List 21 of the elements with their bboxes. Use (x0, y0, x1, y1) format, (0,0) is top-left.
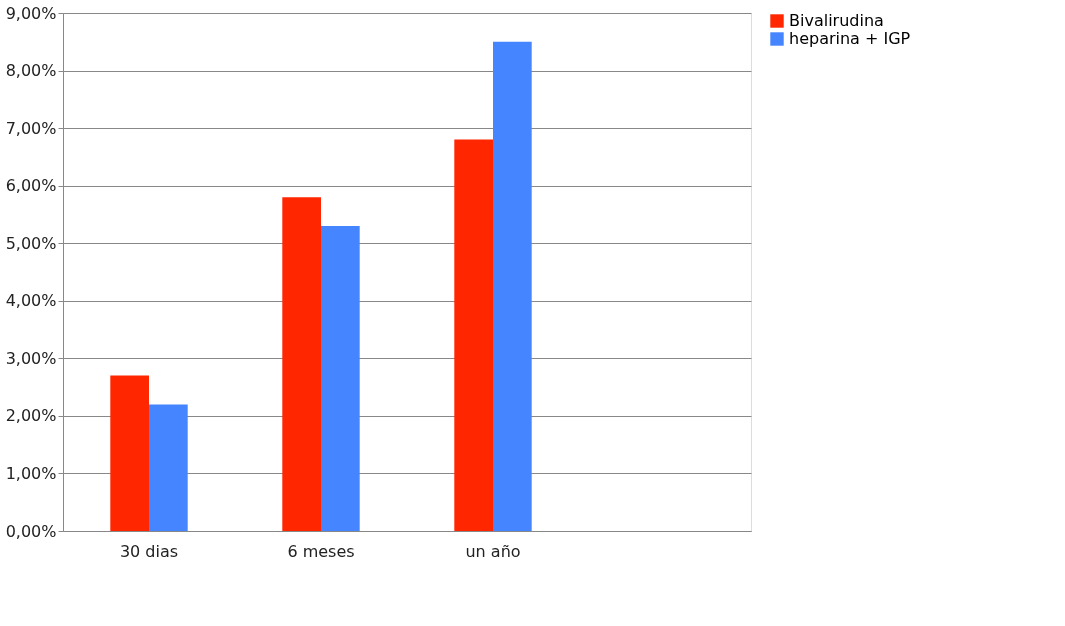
y-tick-label: 2,00% (5, 406, 57, 426)
bar (110, 375, 149, 531)
y-tick-label: 3,00% (5, 348, 57, 368)
bar (493, 41, 532, 531)
y-tick-label: 0,00% (5, 521, 57, 541)
y-tick-label: 5,00% (5, 233, 57, 253)
x-tick-label: un año (465, 541, 521, 561)
y-tick-label: 1,00% (5, 463, 57, 483)
y-tick-label: 9,00% (5, 3, 57, 23)
y-tick-label: 6,00% (5, 176, 57, 196)
legend-label: heparina + IGP (789, 29, 911, 48)
bar (454, 139, 493, 531)
bar (149, 404, 188, 531)
bar (321, 225, 360, 531)
x-tick-label: 30 dias (119, 541, 179, 561)
legend-label: Bivalirudina (789, 11, 884, 30)
x-tick-label: 6 meses (287, 541, 355, 561)
y-tick-label: 7,00% (5, 118, 57, 138)
y-tick-label: 4,00% (5, 291, 57, 311)
bar (282, 197, 321, 531)
y-tick-label: 8,00% (5, 61, 57, 81)
